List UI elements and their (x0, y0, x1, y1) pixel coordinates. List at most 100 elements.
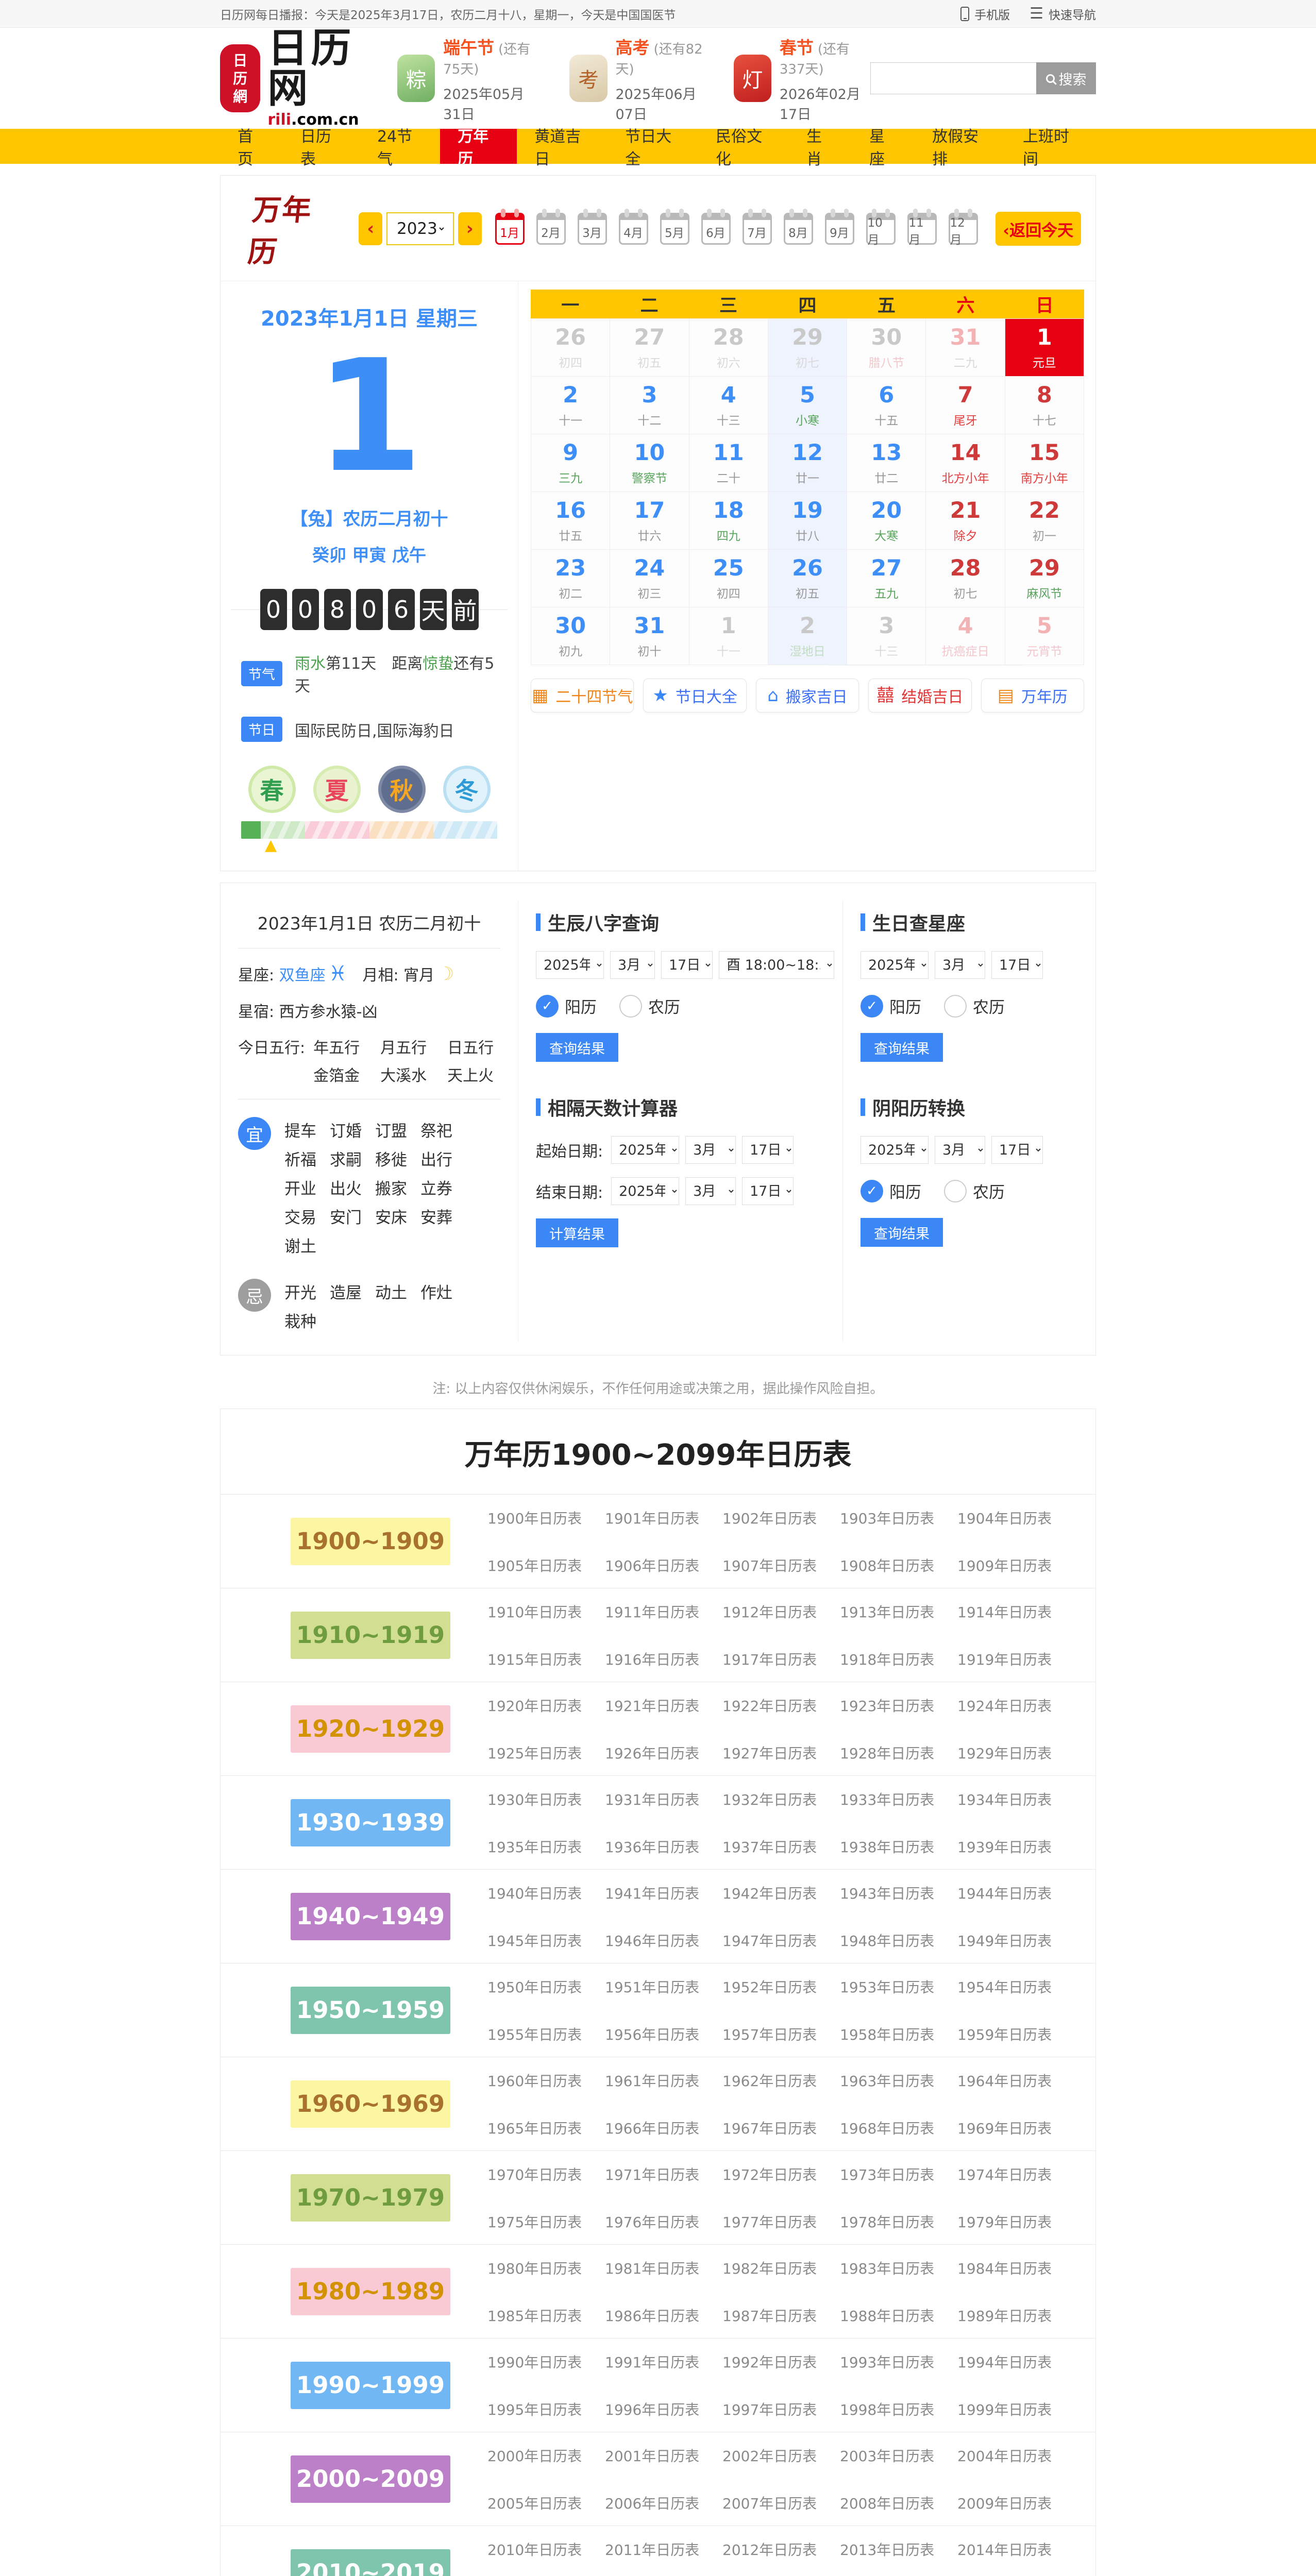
year-link[interactable]: 1939年日历表 (957, 1838, 1052, 1856)
year-link[interactable]: 2009年日历表 (957, 2495, 1052, 2512)
year-link[interactable]: 1969年日历表 (957, 2120, 1052, 2137)
calendar-day-cell[interactable]: 7 尾牙 (926, 377, 1005, 434)
year-link[interactable]: 1928年日历表 (840, 1744, 935, 1762)
year-link[interactable]: 1978年日历表 (840, 2213, 935, 2231)
calendar-day-cell[interactable]: 15 南方小年 (1005, 434, 1084, 492)
year-link[interactable]: 1957年日历表 (722, 2026, 817, 2043)
year-link[interactable]: 1919年日历表 (957, 1651, 1052, 1668)
bazi-select-3[interactable]: 酉 18:00~18:59 (719, 951, 834, 979)
calendar-day-cell[interactable]: 10 警察节 (610, 434, 689, 492)
year-link[interactable]: 1955年日历表 (487, 2026, 582, 2043)
year-link[interactable]: 1951年日历表 (605, 1978, 700, 1996)
year-link[interactable]: 1945年日历表 (487, 1932, 582, 1950)
converter-select-0[interactable]: 2025年 (861, 1136, 929, 1164)
calendar-day-cell[interactable]: 6 十五 (847, 377, 926, 434)
year-link[interactable]: 1935年日历表 (487, 1838, 582, 1856)
year-link[interactable]: 1950年日历表 (487, 1978, 582, 1996)
year-link[interactable]: 1911年日历表 (605, 1603, 700, 1621)
calc-start-select-2[interactable]: 17日 (742, 1136, 794, 1164)
nav-item-7[interactable]: 生肖 (806, 128, 822, 168)
year-link[interactable]: 1946年日历表 (605, 1932, 700, 1950)
nav-item-1[interactable]: 日历表 (300, 128, 331, 168)
search-input[interactable] (870, 62, 1036, 94)
year-link[interactable]: 1927年日历表 (722, 1744, 817, 1762)
year-link[interactable]: 1953年日历表 (840, 1978, 935, 1996)
year-link[interactable]: 2007年日历表 (722, 2495, 817, 2512)
year-link[interactable]: 2000年日历表 (487, 2447, 582, 2465)
year-link[interactable]: 1983年日历表 (840, 2260, 935, 2277)
year-link[interactable]: 1976年日历表 (605, 2213, 700, 2231)
year-link[interactable]: 1913年日历表 (840, 1603, 935, 1621)
year-link[interactable]: 1982年日历表 (722, 2260, 817, 2277)
year-link[interactable]: 1901年日历表 (605, 1510, 700, 1527)
year-link[interactable]: 1992年日历表 (722, 2353, 817, 2371)
year-link[interactable]: 1907年日历表 (722, 1557, 817, 1574)
calendar-day-cell[interactable]: 28 初七 (926, 550, 1005, 607)
year-link[interactable]: 1973年日历表 (840, 2166, 935, 2183)
next-year-button[interactable]: › (458, 212, 482, 245)
countdown-item[interactable]: 灯春节 (还有337天) 2026年02月17日 (733, 34, 870, 123)
year-link[interactable]: 1962年日历表 (722, 2072, 817, 2090)
calendar-day-cell[interactable]: 28 初六 (689, 319, 768, 377)
year-link[interactable]: 1949年日历表 (957, 1932, 1052, 1950)
quick-link-button[interactable]: ★ 节日大全 (643, 679, 747, 713)
year-link[interactable]: 1903年日历表 (840, 1510, 935, 1527)
calendar-day-cell[interactable]: 17 廿六 (610, 492, 689, 550)
month-tab-7[interactable]: 7月 (742, 209, 772, 245)
converter-solar-radio[interactable]: ✓ 阳历 (861, 1179, 921, 1202)
calendar-day-cell[interactable]: 12 廿一 (768, 434, 848, 492)
year-link[interactable]: 2014年日历表 (957, 2541, 1052, 2558)
year-link[interactable]: 1956年日历表 (605, 2026, 700, 2043)
quick-nav-link[interactable]: ☰ 快速导航 (1030, 4, 1096, 23)
year-link[interactable]: 2010年日历表 (487, 2541, 582, 2558)
year-link[interactable]: 1997年日历表 (722, 2401, 817, 2418)
bazi-lunar-radio[interactable]: 农历 (619, 994, 680, 1018)
calc-end-select-1[interactable]: 3月 (685, 1177, 736, 1205)
year-link[interactable]: 2003年日历表 (840, 2447, 935, 2465)
bazi-solar-radio[interactable]: ✓ 阳历 (536, 994, 597, 1018)
search-button[interactable]: 搜索 (1036, 62, 1096, 94)
year-link[interactable]: 1995年日历表 (487, 2401, 582, 2418)
year-link[interactable]: 1968年日历表 (840, 2120, 935, 2137)
month-tab-4[interactable]: 4月 (618, 209, 648, 245)
year-link[interactable]: 1923年日历表 (840, 1697, 935, 1715)
calc-end-select-0[interactable]: 2025年 (611, 1177, 680, 1205)
year-link[interactable]: 1931年日历表 (605, 1791, 700, 1808)
nav-item-2[interactable]: 24节气 (377, 128, 413, 168)
quick-link-button[interactable]: ▦ 二十四节气 (531, 679, 634, 713)
year-link[interactable]: 1938年日历表 (840, 1838, 935, 1856)
birthday-solar-radio[interactable]: ✓ 阳历 (861, 994, 921, 1018)
year-link[interactable]: 1934年日历表 (957, 1791, 1052, 1808)
year-link[interactable]: 2012年日历表 (722, 2541, 817, 2558)
year-link[interactable]: 1900年日历表 (487, 1510, 582, 1527)
calendar-day-cell[interactable]: 2 湿地日 (768, 607, 848, 665)
quick-link-button[interactable]: ⌂ 搬家吉日 (755, 679, 859, 713)
year-link[interactable]: 1920年日历表 (487, 1697, 582, 1715)
calc-start-select-0[interactable]: 2025年 (611, 1136, 680, 1164)
year-link[interactable]: 1961年日历表 (605, 2072, 700, 2090)
year-link[interactable]: 1905年日历表 (487, 1557, 582, 1574)
calendar-day-cell[interactable]: 22 初一 (1005, 492, 1084, 550)
calendar-day-cell[interactable]: 2 十一 (531, 377, 611, 434)
birthday-select-1[interactable]: 3月 (935, 951, 985, 979)
nav-item-8[interactable]: 星座 (869, 128, 885, 168)
year-link[interactable]: 2004年日历表 (957, 2447, 1052, 2465)
month-tab-3[interactable]: 3月 (577, 209, 607, 245)
calendar-day-cell[interactable]: 18 四九 (689, 492, 768, 550)
year-link[interactable]: 1942年日历表 (722, 1885, 817, 1902)
birthday-select-0[interactable]: 2025年 (861, 951, 929, 979)
year-link[interactable]: 1980年日历表 (487, 2260, 582, 2277)
calendar-day-cell[interactable]: 9 三九 (531, 434, 611, 492)
year-link[interactable]: 1924年日历表 (957, 1697, 1052, 1715)
year-link[interactable]: 1912年日历表 (722, 1603, 817, 1621)
year-link[interactable]: 1998年日历表 (840, 2401, 935, 2418)
month-tab-10[interactable]: 10月 (866, 209, 896, 247)
quick-link-button[interactable]: ▤ 万年历 (981, 679, 1085, 713)
calendar-day-cell[interactable]: 29 麻风节 (1005, 550, 1084, 607)
calendar-day-cell[interactable]: 1 元旦 (1005, 319, 1084, 377)
year-link[interactable]: 2008年日历表 (840, 2495, 935, 2512)
birthday-select-2[interactable]: 17日 (991, 951, 1043, 979)
calendar-day-cell[interactable]: 24 初三 (610, 550, 689, 607)
bazi-select-2[interactable]: 17日 (661, 951, 713, 979)
calc-start-select-1[interactable]: 3月 (685, 1136, 736, 1164)
